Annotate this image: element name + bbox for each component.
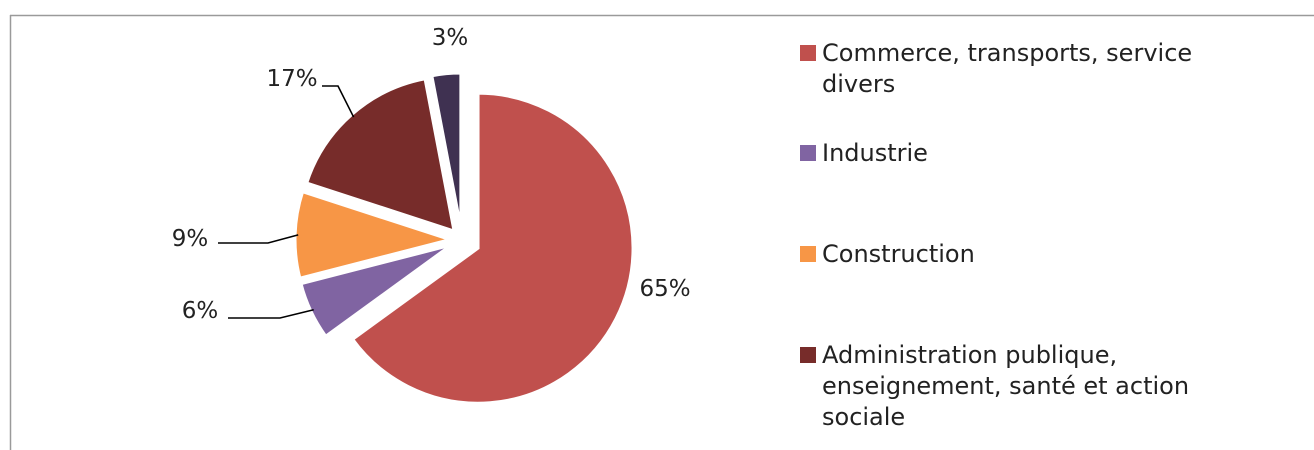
legend-swatch xyxy=(800,246,816,262)
data-label: 3% xyxy=(432,25,469,51)
legend-label: Administration publique, enseignement, s… xyxy=(822,341,1190,431)
legend-label: Industrie xyxy=(822,139,928,167)
legend-item-administration: Administration publique, enseignement, s… xyxy=(800,340,1242,433)
leader-line xyxy=(228,309,314,319)
legend-swatch xyxy=(800,347,816,363)
legend-label: Commerce, transports, service divers xyxy=(822,39,1193,98)
chart-border xyxy=(9,14,1314,450)
pie-slice xyxy=(430,71,463,229)
legend: Commerce, transports, service divers Ind… xyxy=(800,0,1300,450)
legend-item-industrie: Industrie xyxy=(800,138,1242,169)
legend-label: Construction xyxy=(822,240,975,268)
leader-line xyxy=(322,85,355,118)
data-label: 9% xyxy=(172,226,209,252)
data-label: 6% xyxy=(182,298,219,324)
leader-line xyxy=(218,234,299,244)
legend-swatch xyxy=(800,145,816,161)
pie-slice xyxy=(350,91,635,405)
pie-slice xyxy=(293,189,456,280)
legend-swatch xyxy=(800,45,816,61)
data-label: 17% xyxy=(266,66,317,92)
legend-item-commerce: Commerce, transports, service divers xyxy=(800,38,1242,100)
data-label: 65% xyxy=(639,276,690,302)
legend-item-construction: Construction xyxy=(800,239,1242,270)
